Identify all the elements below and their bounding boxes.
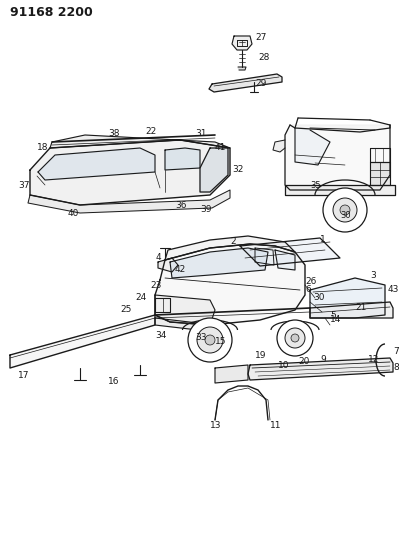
Polygon shape xyxy=(155,318,215,332)
Circle shape xyxy=(340,205,350,215)
Text: 11: 11 xyxy=(270,421,282,430)
Text: 16: 16 xyxy=(108,377,119,386)
Text: 35: 35 xyxy=(310,181,321,190)
Polygon shape xyxy=(285,125,390,190)
Polygon shape xyxy=(275,250,295,270)
Text: 22: 22 xyxy=(145,127,156,136)
Polygon shape xyxy=(248,358,393,380)
Text: 40: 40 xyxy=(68,208,79,217)
Polygon shape xyxy=(165,148,200,170)
Polygon shape xyxy=(273,140,285,152)
Text: 1: 1 xyxy=(320,236,326,245)
Polygon shape xyxy=(370,162,390,185)
Circle shape xyxy=(197,327,223,353)
Polygon shape xyxy=(240,238,340,266)
Text: 2: 2 xyxy=(230,238,236,246)
Text: 30: 30 xyxy=(340,211,351,220)
Text: 24: 24 xyxy=(135,294,146,303)
Text: 29: 29 xyxy=(255,78,267,87)
Polygon shape xyxy=(238,67,246,70)
Text: 38: 38 xyxy=(108,130,119,139)
Text: 36: 36 xyxy=(175,200,186,209)
Text: 7: 7 xyxy=(393,348,399,357)
Text: 32: 32 xyxy=(232,166,243,174)
Polygon shape xyxy=(30,140,230,205)
Polygon shape xyxy=(28,190,230,213)
Text: 17: 17 xyxy=(18,370,30,379)
Text: 14: 14 xyxy=(330,316,342,325)
Text: 34: 34 xyxy=(155,330,166,340)
Polygon shape xyxy=(170,248,268,278)
Circle shape xyxy=(291,334,299,342)
Text: 21: 21 xyxy=(355,303,366,312)
Text: 31: 31 xyxy=(195,130,207,139)
Polygon shape xyxy=(10,315,155,368)
Text: 3: 3 xyxy=(370,271,376,279)
Text: 18: 18 xyxy=(37,143,49,152)
Text: 23: 23 xyxy=(150,280,161,289)
Text: 33: 33 xyxy=(195,334,207,343)
Polygon shape xyxy=(200,148,228,192)
Circle shape xyxy=(323,188,367,232)
Polygon shape xyxy=(155,295,215,325)
Polygon shape xyxy=(295,128,330,165)
Text: 27: 27 xyxy=(255,34,267,43)
Text: 15: 15 xyxy=(215,337,227,346)
Text: 26: 26 xyxy=(305,278,316,287)
Circle shape xyxy=(205,335,215,345)
Text: 37: 37 xyxy=(18,181,30,190)
Polygon shape xyxy=(209,74,282,92)
Text: 6: 6 xyxy=(305,286,311,295)
Circle shape xyxy=(188,318,232,362)
Polygon shape xyxy=(158,258,178,272)
Polygon shape xyxy=(310,278,385,318)
Polygon shape xyxy=(165,236,295,260)
Text: 9: 9 xyxy=(320,356,326,365)
Polygon shape xyxy=(290,125,390,132)
Text: 19: 19 xyxy=(255,351,267,359)
Polygon shape xyxy=(232,36,252,50)
Text: 5: 5 xyxy=(330,311,336,319)
Text: 41: 41 xyxy=(215,143,226,152)
Text: 13: 13 xyxy=(210,421,221,430)
Polygon shape xyxy=(215,365,248,383)
Text: 4: 4 xyxy=(156,254,162,262)
Text: 39: 39 xyxy=(200,206,211,214)
Polygon shape xyxy=(285,185,395,195)
Polygon shape xyxy=(155,298,170,312)
Polygon shape xyxy=(38,148,155,180)
Text: 91168 2200: 91168 2200 xyxy=(10,5,93,19)
Circle shape xyxy=(333,198,357,222)
Text: 30: 30 xyxy=(313,294,324,303)
Text: 25: 25 xyxy=(120,305,131,314)
Text: 28: 28 xyxy=(258,53,269,62)
Text: 10: 10 xyxy=(278,360,290,369)
Polygon shape xyxy=(155,244,305,325)
Text: 8: 8 xyxy=(393,364,399,373)
Circle shape xyxy=(277,320,313,356)
Text: 42: 42 xyxy=(175,265,186,274)
Polygon shape xyxy=(310,302,393,318)
Circle shape xyxy=(285,328,305,348)
Polygon shape xyxy=(50,135,230,148)
Text: 43: 43 xyxy=(388,286,399,295)
Text: 20: 20 xyxy=(298,358,309,367)
Polygon shape xyxy=(255,248,274,265)
Text: 12: 12 xyxy=(368,356,379,365)
